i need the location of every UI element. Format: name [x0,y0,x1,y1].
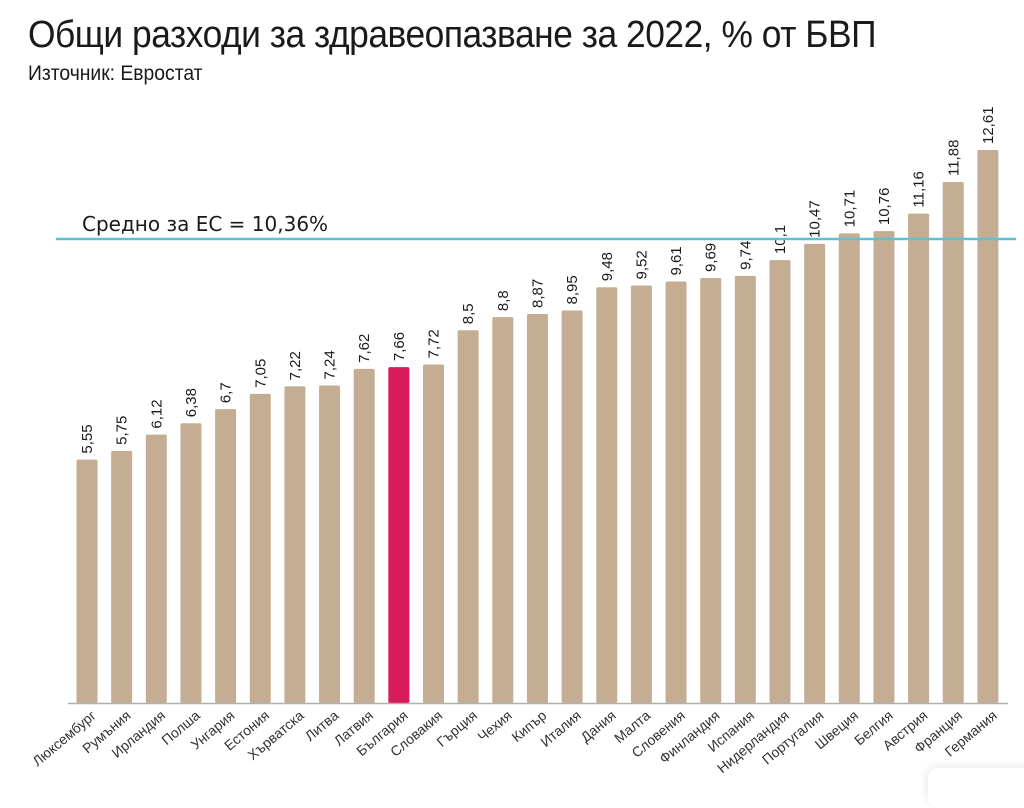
value-labels-group: 5,55 5,75 6,12 6,38 6,7 7,05 7,22 7,24 7,62 7,66 7… [79,106,997,453]
value-label: 6,38 [183,388,200,417]
value-label: 10,71 [841,190,858,228]
value-label: 10,76 [876,188,893,226]
bar-11 [457,330,479,703]
value-label: 8,5 [460,303,477,324]
value-label: 9,74 [737,241,754,270]
value-label: 6,7 [218,382,235,403]
bar-26 [977,150,999,703]
chart-subtitle: Източник: Евростат [28,62,203,85]
bar-19 [734,275,756,703]
value-label: 7,22 [287,351,304,380]
corner-overlay-card [928,768,1024,808]
value-label: 10,47 [807,200,824,238]
bar-5 [249,393,271,703]
value-label: 9,48 [599,252,616,281]
eu-average-label: Средно за ЕС = 10,36% [82,212,328,236]
bar-3 [180,423,202,703]
bar-21 [804,243,826,704]
value-label: 7,66 [391,332,408,361]
bars-group [76,150,999,704]
value-label: 7,24 [322,350,339,379]
bar-6 [284,386,306,703]
bar-chart: 5,55 5,75 6,12 6,38 6,7 7,05 7,22 7,24 7,62 7,66 7… [29,106,1016,776]
value-label: 5,55 [79,424,96,453]
bar-2 [145,434,167,703]
value-label: 5,75 [114,416,131,445]
bar-17 [665,281,687,703]
value-label: 7,05 [252,359,269,388]
value-label: 12,61 [980,106,997,144]
bar-15 [596,287,618,703]
bar-8 [353,368,375,703]
bar-14 [561,310,583,703]
bar-1 [111,450,133,703]
bar-12 [492,317,514,703]
value-label: 11,16 [911,171,928,207]
bar-7 [319,385,341,703]
value-label: 9,61 [668,246,685,275]
bar-16 [630,285,652,703]
bar-0 [76,459,98,703]
category-label: Чехия [474,707,514,744]
bar-25 [942,182,964,703]
bar-13 [526,314,548,703]
category-label: Дания [577,707,618,745]
value-label: 9,69 [703,243,720,272]
bar-10 [423,364,444,703]
category-labels-group: ЛюксембургРумънияИрландияПолшаУнгарияЕст… [29,707,1000,776]
value-label: 9,52 [633,250,650,279]
chart-title: Общи разходи за здравеопазване за 2022, … [28,14,877,56]
bar-4 [215,409,237,703]
bar-23 [873,231,895,703]
value-label: 7,62 [356,334,373,363]
bar-20 [769,260,791,703]
value-label: 11,88 [945,140,962,176]
value-label: 7,72 [426,329,443,358]
value-label: 8,87 [529,279,546,308]
value-label: 8,95 [564,275,581,304]
bar-24 [908,213,930,703]
value-label: 6,12 [148,399,165,428]
bar-18 [700,278,722,703]
bar-22 [838,233,860,703]
bar-9 [388,367,410,703]
value-label: 8,8 [495,290,512,311]
